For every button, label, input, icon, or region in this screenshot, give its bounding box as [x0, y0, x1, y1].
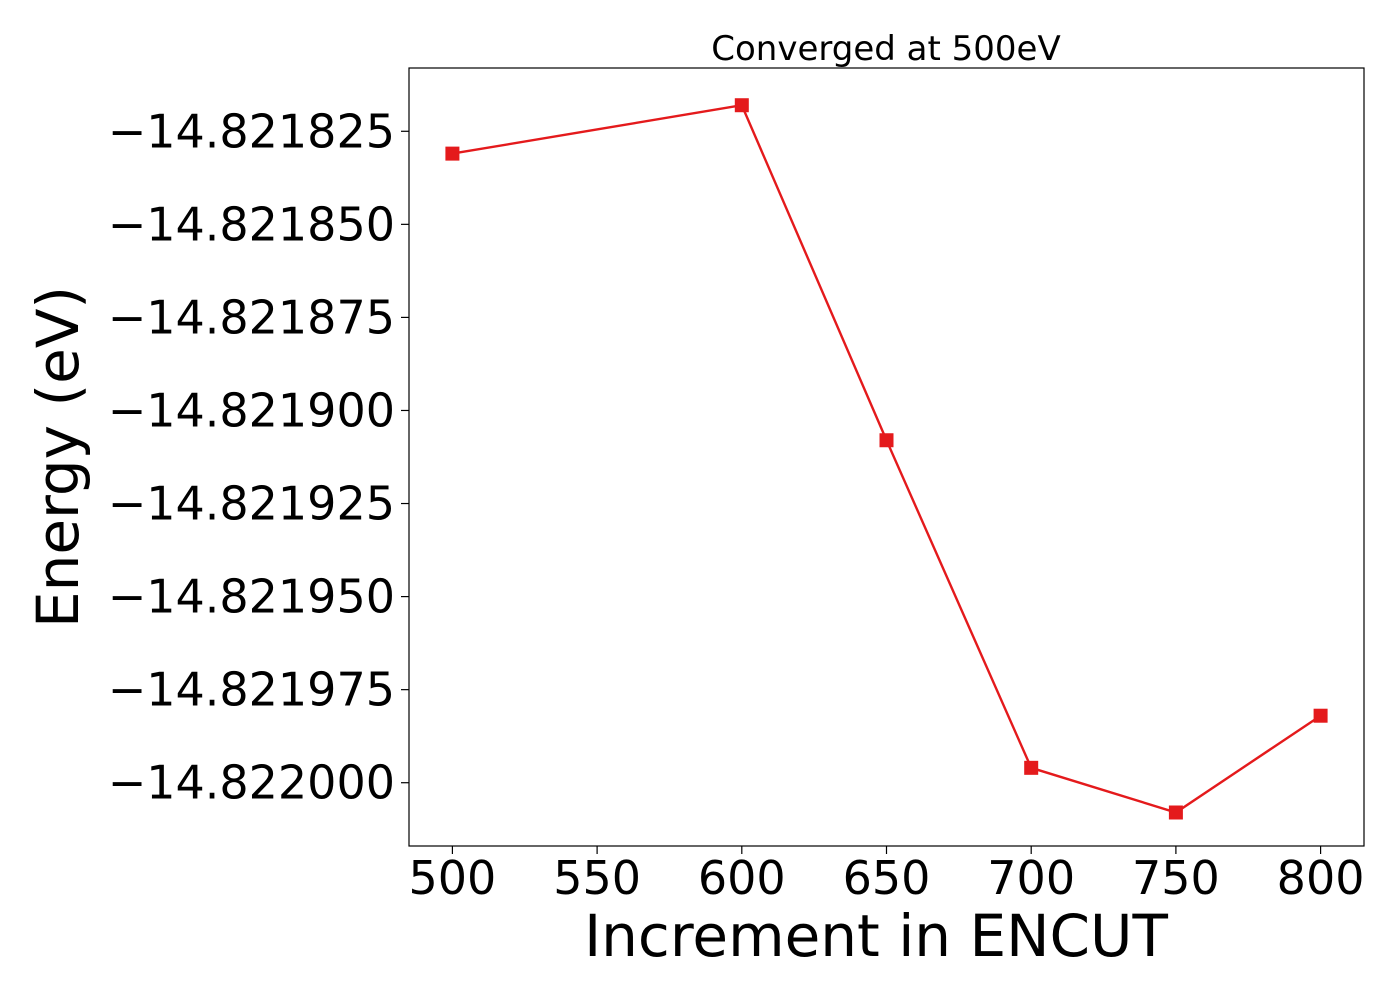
x-axis-ticks: 500 550 600 650 700 750 800 [409, 846, 1365, 905]
x-tick-label: 800 [1277, 851, 1365, 905]
y-tick-label: −14.821925 [108, 477, 395, 531]
data-point-marker [734, 98, 749, 113]
x-tick-label: 600 [698, 851, 786, 905]
y-axis-ticks: −14.821825 −14.821850 −14.821875 −14.821900… [108, 104, 409, 810]
x-axis-label: Increment in ENCUT [584, 902, 1168, 970]
y-axis-label: Energy (eV) [24, 286, 92, 628]
data-point-marker [1168, 805, 1183, 820]
data-point-marker [879, 433, 894, 448]
y-tick-label: −14.821950 [108, 570, 395, 624]
data-point-marker [445, 146, 460, 161]
y-tick-label: −14.821975 [108, 663, 395, 717]
x-tick-label: 550 [553, 851, 641, 905]
y-tick-label: −14.821825 [108, 104, 395, 158]
series-layer [445, 98, 1328, 820]
y-tick-label: −14.821850 [108, 197, 395, 251]
y-tick-label: −14.821900 [108, 383, 395, 437]
y-tick-label: −14.822000 [108, 756, 395, 810]
y-tick-label: −14.821875 [108, 290, 395, 344]
data-point-marker [1024, 760, 1039, 775]
data-point-marker [1313, 708, 1328, 723]
x-tick-label: 650 [843, 851, 931, 905]
x-tick-label: 750 [1132, 851, 1220, 905]
x-tick-label: 500 [409, 851, 497, 905]
x-tick-label: 700 [987, 851, 1075, 905]
plot-area [408, 67, 1365, 847]
series-line [452, 103, 1322, 814]
chart-title: Converged at 500eV [711, 29, 1060, 69]
